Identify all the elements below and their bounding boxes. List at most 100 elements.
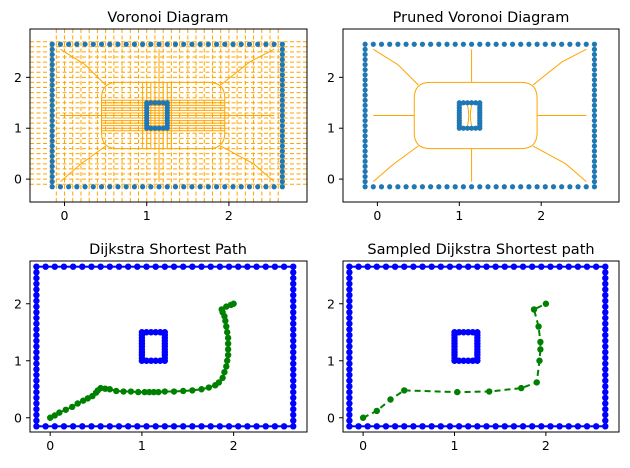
obstacle-point	[473, 125, 479, 131]
obstacle-point	[362, 51, 368, 58]
obstacle-point	[591, 82, 598, 88]
obstacle-point	[279, 128, 285, 134]
path-point	[198, 386, 205, 393]
path-point	[189, 387, 196, 394]
obstacle-point	[460, 184, 466, 190]
obstacle-point	[49, 117, 55, 124]
obstacle-point	[591, 158, 598, 164]
obstacle-point	[49, 56, 55, 63]
path-point	[141, 388, 148, 396]
obstacle-point	[90, 41, 96, 47]
obstacle-point	[468, 41, 475, 47]
obstacle-point	[534, 184, 540, 190]
obstacle-points	[49, 41, 285, 190]
obstacle-point	[131, 184, 137, 190]
obstacle-point	[362, 158, 368, 164]
obstacle-point	[213, 41, 220, 47]
path-point	[224, 340, 232, 347]
obstacle-point	[107, 41, 113, 47]
obstacle-point	[436, 41, 442, 47]
obstacle-point	[66, 41, 72, 47]
obstacle-point	[362, 173, 368, 180]
obstacle-point	[230, 184, 236, 190]
obstacle-point	[156, 125, 162, 131]
x-tick-label: 2	[537, 208, 545, 223]
obstacle-point	[49, 92, 55, 98]
x-tick-label: 1	[455, 208, 463, 223]
obstacle-point	[452, 41, 458, 47]
obstacle-point	[279, 92, 285, 98]
obstacle-point	[279, 62, 285, 68]
obstacle-point	[403, 184, 409, 190]
obstacle-point	[279, 102, 285, 108]
obstacle-point	[279, 51, 285, 58]
obstacle-outline-rect	[35, 265, 295, 428]
obstacle-point	[591, 102, 598, 108]
obstacle-point	[362, 138, 368, 144]
obstacle-point	[428, 41, 434, 47]
x-tick-label: 1	[451, 438, 459, 453]
path-point	[62, 406, 69, 413]
obstacle-point	[49, 82, 55, 88]
path-point	[537, 346, 544, 353]
path-point	[387, 396, 394, 403]
obstacle-point	[591, 138, 598, 144]
obstacle-point	[362, 77, 368, 83]
subplot-title: Dijkstra Shortest Path	[89, 242, 247, 258]
obstacle-point	[362, 87, 368, 93]
path-point	[536, 357, 543, 364]
obstacle-point	[222, 184, 228, 190]
axis-ticks	[26, 303, 235, 436]
path-points	[359, 300, 550, 421]
obstacle-point	[591, 72, 598, 78]
obstacle-point	[485, 41, 491, 47]
obstacle-point	[213, 184, 220, 190]
obstacle-point	[279, 133, 285, 139]
obstacle-point	[477, 41, 483, 47]
obstacle-point	[591, 77, 598, 83]
obstacle-point	[387, 184, 393, 190]
obstacle-point	[518, 184, 524, 190]
path-point	[401, 387, 408, 394]
obstacle-point	[49, 77, 55, 83]
subplot-dijkstra-path: Dijkstra Shortest Path 0 1 2 0 1 2	[14, 242, 308, 453]
obstacle-point	[238, 184, 244, 190]
obstacle-point	[362, 72, 368, 78]
obstacle-point	[160, 100, 166, 106]
voronoi-dashed-rays	[30, 29, 307, 202]
obstacle-point	[279, 138, 285, 144]
obstacle-point	[591, 51, 598, 58]
obstacle-point	[131, 41, 137, 47]
obstacle-point	[509, 184, 516, 190]
obstacle-point	[279, 123, 285, 129]
obstacle-point	[362, 184, 368, 190]
obstacle-point	[485, 184, 491, 190]
obstacle-point	[148, 100, 154, 106]
voronoi-corner-ridge	[60, 48, 106, 86]
obstacle-point	[362, 117, 368, 124]
path-point	[530, 306, 538, 313]
path-point	[535, 323, 542, 330]
obstacle-point	[362, 56, 368, 63]
obstacle-point	[591, 67, 598, 73]
obstacle-point	[591, 163, 598, 169]
x-tick-label: 0	[373, 208, 381, 223]
obstacle-point	[49, 87, 55, 93]
obstacle-point	[477, 102, 483, 108]
obstacle-outline-rect	[453, 331, 479, 362]
obstacle-point	[501, 41, 507, 47]
obstacle-point	[559, 184, 565, 190]
obstacle-point	[362, 143, 368, 149]
plot-area	[362, 41, 598, 190]
obstacle-point	[362, 128, 368, 134]
obstacle-point	[362, 62, 368, 68]
path-point	[127, 388, 135, 395]
y-tick-label: 2	[14, 296, 22, 311]
obstacle-point	[591, 184, 598, 190]
obstacle-point	[591, 56, 598, 63]
obstacle-point	[362, 153, 368, 159]
obstacle-point	[49, 173, 55, 180]
obstacle-point	[542, 41, 548, 47]
path-point	[537, 338, 544, 346]
obstacle-point	[591, 179, 598, 185]
